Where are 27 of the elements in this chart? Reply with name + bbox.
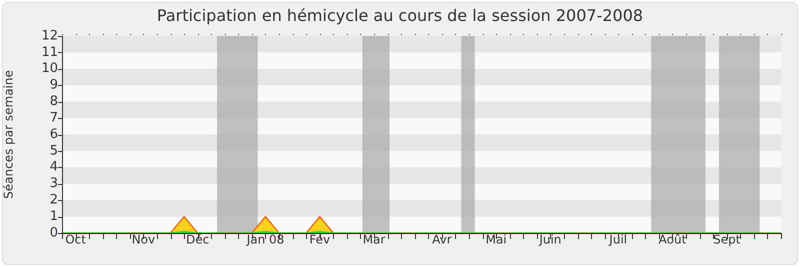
x-tick-label: Mar [362,232,386,246]
y-tick-label: 12 [41,28,58,44]
y-tick-label: 0 [50,225,58,240]
x-tick-label: Juin [538,232,562,246]
y-tick-label: 3 [50,176,58,192]
x-tick-label: Fév [309,232,330,246]
x-tick-label: Déc [186,232,210,246]
y-tick-label: 5 [50,143,58,158]
y-tick-label: 6 [50,126,58,142]
x-tick-label: Sept [713,232,741,246]
y-tick-label: 7 [50,110,58,126]
x-tick-label: Oct [65,232,86,246]
x-tick-label: Jan 08 [246,232,284,246]
x-tick-label: Nov [132,232,156,246]
x-tick-label: Juil [608,232,628,246]
y-tick-label: 10 [41,61,58,76]
y-tick-label: 4 [50,160,58,175]
x-tick-label: Août [658,232,687,246]
chart-title: Participation en hémicycle au cours de la session 2007-2008 [156,6,644,25]
y-tick-label: 8 [50,94,58,110]
y-tick-label: 9 [50,78,58,93]
y-tick-label: 2 [50,192,58,208]
y-axis-title: Séances par semaine [1,70,16,199]
x-tick-label: Avr [432,232,452,246]
y-tick-label: 1 [50,208,58,224]
x-tick-label: Mai [486,232,507,246]
y-tick-label: 11 [41,44,58,60]
